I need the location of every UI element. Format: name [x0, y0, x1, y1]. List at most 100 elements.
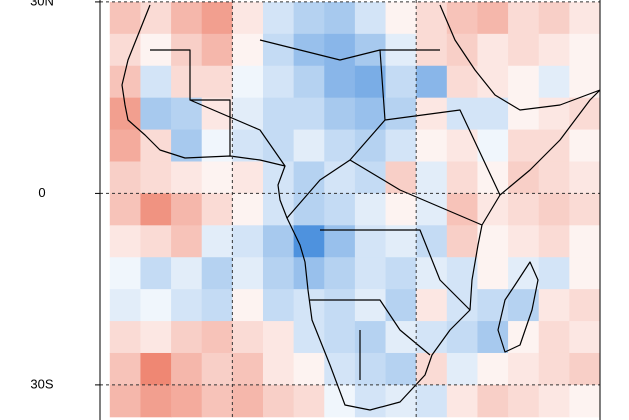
grid-cell — [569, 384, 600, 418]
grid-cell — [232, 161, 264, 194]
grid-cell — [569, 289, 600, 322]
grid-cell — [508, 289, 540, 322]
grid-cell — [293, 129, 325, 162]
grid-cell — [324, 1, 356, 35]
grid-cell — [293, 65, 325, 99]
grid-cell — [109, 225, 141, 258]
grid-cell — [385, 97, 417, 131]
grid-cell — [354, 161, 387, 194]
grid-cell — [416, 225, 448, 258]
grid-cell — [508, 129, 540, 162]
grid-cell — [262, 384, 295, 418]
grid-cell — [508, 97, 540, 131]
grid-cell — [446, 321, 478, 354]
grid-cell — [171, 225, 203, 258]
grid-cell — [109, 321, 141, 354]
grid-cell — [446, 352, 478, 386]
grid-cell — [385, 257, 417, 290]
grid-cell — [201, 33, 233, 67]
grid-cell — [538, 289, 570, 322]
y-tick-label: 30N — [30, 0, 54, 8]
grid-cell — [477, 129, 509, 162]
grid-cell — [262, 257, 295, 290]
grid-cell — [508, 65, 540, 99]
plot-frame — [99, 0, 601, 420]
grid-cell — [538, 193, 570, 226]
grid-cell — [293, 161, 325, 194]
grid-cell — [354, 257, 387, 290]
grid-cell — [354, 97, 387, 131]
grid-cell — [446, 65, 478, 99]
grid-cell — [569, 129, 600, 162]
grid-cell — [201, 384, 233, 418]
grid-cell — [262, 289, 295, 322]
grid-cell — [201, 352, 233, 386]
grid-cell — [232, 33, 264, 67]
grid-cell — [109, 384, 141, 418]
grid-cell — [538, 65, 570, 99]
grid-cell — [109, 193, 141, 226]
grid-cell — [508, 352, 540, 386]
y-tick-label: 30S — [30, 376, 53, 391]
grid-cell — [140, 384, 172, 418]
grid-cell — [201, 225, 233, 258]
grid-cell — [324, 289, 356, 322]
grid-cell — [477, 161, 509, 194]
grid-cell — [171, 129, 203, 162]
grid-cell — [232, 65, 264, 99]
grid-cell — [446, 289, 478, 322]
grid-cell — [477, 225, 509, 258]
grid-cell — [508, 33, 540, 67]
grid-cell — [569, 97, 600, 131]
grid-cell — [477, 33, 509, 67]
grid-cell — [385, 321, 417, 354]
grid-cell — [416, 257, 448, 290]
grid-cell — [171, 193, 203, 226]
grid-cell — [232, 352, 264, 386]
grid-cell — [171, 65, 203, 99]
madagascar-coast — [497, 261, 539, 353]
grid-cell — [385, 161, 417, 194]
grid-cell — [569, 33, 600, 67]
grid-cell — [569, 352, 600, 386]
grid-cell — [538, 161, 570, 194]
borders — [150, 39, 501, 380]
grid-cell — [446, 129, 478, 162]
grid-cell — [109, 352, 141, 386]
grid-cell — [171, 161, 203, 194]
grid-cell — [508, 257, 540, 290]
grid-cell — [569, 193, 600, 226]
grid-cell — [140, 65, 172, 99]
grid-cell — [477, 193, 509, 226]
grid-cell — [293, 289, 325, 322]
grid-cell — [201, 1, 233, 35]
grid-cell — [232, 289, 264, 322]
grid-cell — [262, 225, 295, 258]
grid-cell — [324, 33, 356, 67]
grid-cell — [508, 1, 540, 35]
grid-cell — [171, 97, 203, 131]
grid-cell — [538, 1, 570, 35]
grid-cell — [416, 352, 448, 386]
grid-cell — [232, 225, 264, 258]
grid-cell — [293, 193, 325, 226]
africa-coast — [121, 4, 600, 411]
grid-cell — [293, 352, 325, 386]
grid-cell — [569, 65, 600, 99]
grid-cell — [324, 257, 356, 290]
grid-cell — [293, 1, 325, 35]
grid-cell — [109, 257, 141, 290]
grid-cell — [109, 129, 141, 162]
grid-cell — [416, 129, 448, 162]
grid-cell — [385, 65, 417, 99]
grid-cell — [140, 321, 172, 354]
grid-cell — [140, 193, 172, 226]
grid-cell — [416, 161, 448, 194]
grid-cell — [324, 193, 356, 226]
grid-cell — [354, 1, 387, 35]
grid-cell — [446, 161, 478, 194]
grid-cell — [324, 321, 356, 354]
grid-cell — [538, 225, 570, 258]
grid-cell — [324, 129, 356, 162]
